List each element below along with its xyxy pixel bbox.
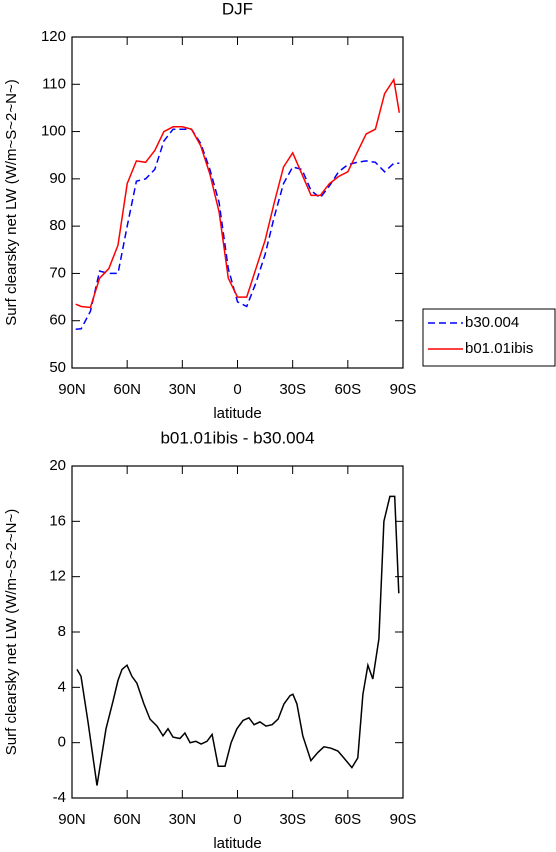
- y-tick-label: 0: [58, 734, 66, 751]
- x-tick-label: 0: [233, 381, 241, 398]
- chart-title: b01.01ibis - b30.004: [160, 428, 314, 447]
- data-line: [75, 128, 400, 330]
- plot-frame: [71, 465, 404, 799]
- legend-box: [422, 308, 556, 367]
- x-tick-label: 30S: [279, 811, 306, 828]
- x-tick-label: 60S: [334, 811, 361, 828]
- y-tick-label: 80: [49, 217, 66, 234]
- y-axis-label: Surf clearsky net LW (W/m~S~2~N~): [3, 509, 20, 755]
- x-tick-label: 90S: [390, 811, 417, 828]
- y-tick-label: 60: [49, 312, 66, 329]
- y-tick-label: 110: [42, 75, 66, 92]
- x-axis-label: latitude: [213, 835, 261, 852]
- legend-label: b30.004: [465, 314, 519, 331]
- x-tick-label: 60S: [334, 381, 361, 398]
- x-tick-label: 90S: [390, 381, 417, 398]
- x-axis-label: latitude: [213, 405, 261, 422]
- y-tick-label: 100: [41, 123, 66, 140]
- data-line: [75, 77, 401, 309]
- x-tick-label: 30S: [279, 381, 306, 398]
- y-tick-label: 20: [49, 457, 66, 474]
- y-tick-label: 12: [49, 568, 66, 585]
- x-tick-label: 30N: [169, 811, 197, 828]
- legend-label: b01.01ibis: [465, 340, 533, 357]
- y-tick-label: 4: [58, 678, 66, 695]
- data-line: [76, 495, 400, 786]
- y-axis-label: Surf clearsky net LW (W/m~S~2~N~): [3, 79, 20, 325]
- y-tick-label: 16: [49, 512, 66, 529]
- y-tick-label: 70: [49, 264, 66, 281]
- plot-frame: [71, 36, 404, 369]
- y-tick-label: 50: [49, 359, 66, 376]
- x-tick-label: 60N: [113, 811, 141, 828]
- y-tick-label: 90: [49, 170, 66, 187]
- x-tick-label: 90N: [58, 811, 86, 828]
- chart-title: DJF: [222, 0, 253, 18]
- x-tick-label: 0: [233, 811, 241, 828]
- y-tick-label: 120: [41, 28, 66, 45]
- x-tick-label: 60N: [113, 381, 141, 398]
- y-tick-label: 8: [58, 623, 66, 640]
- x-tick-label: 30N: [169, 381, 197, 398]
- y-tick-label: -4: [53, 789, 66, 806]
- x-tick-label: 90N: [58, 381, 86, 398]
